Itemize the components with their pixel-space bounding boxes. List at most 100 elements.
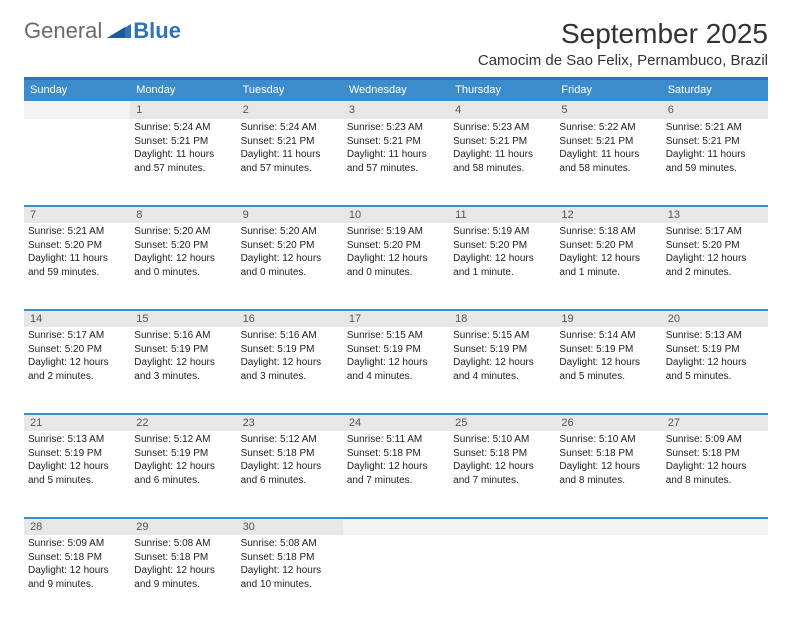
sunset-text: Sunset: 5:21 PM xyxy=(241,135,339,149)
daylight-text: Daylight: 12 hours and 2 minutes. xyxy=(28,356,126,383)
sunrise-text: Sunrise: 5:12 AM xyxy=(241,433,339,447)
daylight-text: Daylight: 11 hours and 57 minutes. xyxy=(347,148,445,175)
daylight-text: Daylight: 12 hours and 4 minutes. xyxy=(347,356,445,383)
calendar-cell: Sunrise: 5:24 AMSunset: 5:21 PMDaylight:… xyxy=(130,119,236,205)
sunset-text: Sunset: 5:19 PM xyxy=(666,343,764,357)
day-number: 11 xyxy=(449,205,555,223)
day-header: Thursday xyxy=(449,80,555,101)
day-header: Wednesday xyxy=(343,80,449,101)
sunrise-text: Sunrise: 5:24 AM xyxy=(134,121,232,135)
sunrise-text: Sunrise: 5:23 AM xyxy=(453,121,551,135)
calendar-cell xyxy=(662,535,768,621)
day-number xyxy=(24,101,130,119)
sunset-text: Sunset: 5:18 PM xyxy=(28,551,126,565)
sunset-text: Sunset: 5:19 PM xyxy=(134,447,232,461)
sunset-text: Sunset: 5:18 PM xyxy=(241,447,339,461)
daylight-text: Daylight: 12 hours and 5 minutes. xyxy=(559,356,657,383)
logo-text-blue: Blue xyxy=(133,18,181,44)
day-number: 3 xyxy=(343,101,449,119)
daylight-text: Daylight: 12 hours and 3 minutes. xyxy=(241,356,339,383)
daylight-text: Daylight: 12 hours and 8 minutes. xyxy=(666,460,764,487)
sunset-text: Sunset: 5:20 PM xyxy=(666,239,764,253)
day-header: Sunday xyxy=(24,80,130,101)
day-number: 24 xyxy=(343,413,449,431)
calendar-cell xyxy=(449,535,555,621)
daylight-text: Daylight: 11 hours and 58 minutes. xyxy=(559,148,657,175)
day-number: 26 xyxy=(555,413,661,431)
sunset-text: Sunset: 5:18 PM xyxy=(666,447,764,461)
calendar-cell: Sunrise: 5:21 AMSunset: 5:21 PMDaylight:… xyxy=(662,119,768,205)
day-number: 13 xyxy=(662,205,768,223)
daylight-text: Daylight: 11 hours and 57 minutes. xyxy=(241,148,339,175)
sunrise-text: Sunrise: 5:12 AM xyxy=(134,433,232,447)
day-number: 6 xyxy=(662,101,768,119)
day-number: 1 xyxy=(130,101,236,119)
calendar-cell: Sunrise: 5:16 AMSunset: 5:19 PMDaylight:… xyxy=(130,327,236,413)
sunrise-text: Sunrise: 5:21 AM xyxy=(666,121,764,135)
calendar-cell: Sunrise: 5:08 AMSunset: 5:18 PMDaylight:… xyxy=(130,535,236,621)
day-number: 25 xyxy=(449,413,555,431)
day-header: Friday xyxy=(555,80,661,101)
sunset-text: Sunset: 5:19 PM xyxy=(134,343,232,357)
day-number: 16 xyxy=(237,309,343,327)
sunrise-text: Sunrise: 5:16 AM xyxy=(241,329,339,343)
logo: General Blue xyxy=(24,18,181,44)
calendar-cell: Sunrise: 5:24 AMSunset: 5:21 PMDaylight:… xyxy=(237,119,343,205)
sunset-text: Sunset: 5:20 PM xyxy=(347,239,445,253)
sunrise-text: Sunrise: 5:10 AM xyxy=(559,433,657,447)
sunrise-text: Sunrise: 5:14 AM xyxy=(559,329,657,343)
sunset-text: Sunset: 5:18 PM xyxy=(134,551,232,565)
daylight-text: Daylight: 12 hours and 1 minute. xyxy=(453,252,551,279)
day-number: 5 xyxy=(555,101,661,119)
day-number: 29 xyxy=(130,517,236,535)
calendar-cell: Sunrise: 5:09 AMSunset: 5:18 PMDaylight:… xyxy=(24,535,130,621)
sunset-text: Sunset: 5:21 PM xyxy=(559,135,657,149)
sunrise-text: Sunrise: 5:13 AM xyxy=(666,329,764,343)
sunset-text: Sunset: 5:19 PM xyxy=(453,343,551,357)
sunset-text: Sunset: 5:18 PM xyxy=(347,447,445,461)
sunrise-text: Sunrise: 5:20 AM xyxy=(134,225,232,239)
calendar-cell: Sunrise: 5:21 AMSunset: 5:20 PMDaylight:… xyxy=(24,223,130,309)
calendar-cell: Sunrise: 5:19 AMSunset: 5:20 PMDaylight:… xyxy=(343,223,449,309)
daylight-text: Daylight: 12 hours and 0 minutes. xyxy=(134,252,232,279)
day-header: Monday xyxy=(130,80,236,101)
calendar-cell xyxy=(555,535,661,621)
sunset-text: Sunset: 5:20 PM xyxy=(241,239,339,253)
sunrise-text: Sunrise: 5:13 AM xyxy=(28,433,126,447)
daylight-text: Daylight: 12 hours and 10 minutes. xyxy=(241,564,339,591)
sunrise-text: Sunrise: 5:21 AM xyxy=(28,225,126,239)
day-number: 14 xyxy=(24,309,130,327)
title-block: September 2025 Camocim de Sao Felix, Per… xyxy=(478,18,768,69)
day-number: 30 xyxy=(237,517,343,535)
sunset-text: Sunset: 5:19 PM xyxy=(28,447,126,461)
sunset-text: Sunset: 5:19 PM xyxy=(559,343,657,357)
sunrise-text: Sunrise: 5:19 AM xyxy=(453,225,551,239)
daylight-text: Daylight: 12 hours and 0 minutes. xyxy=(347,252,445,279)
daylight-text: Daylight: 12 hours and 1 minute. xyxy=(559,252,657,279)
sunset-text: Sunset: 5:21 PM xyxy=(666,135,764,149)
sunrise-text: Sunrise: 5:09 AM xyxy=(28,537,126,551)
day-number: 7 xyxy=(24,205,130,223)
sunset-text: Sunset: 5:18 PM xyxy=(559,447,657,461)
calendar-cell: Sunrise: 5:22 AMSunset: 5:21 PMDaylight:… xyxy=(555,119,661,205)
day-number: 28 xyxy=(24,517,130,535)
calendar-cell: Sunrise: 5:11 AMSunset: 5:18 PMDaylight:… xyxy=(343,431,449,517)
sunrise-text: Sunrise: 5:08 AM xyxy=(241,537,339,551)
calendar-cell: Sunrise: 5:18 AMSunset: 5:20 PMDaylight:… xyxy=(555,223,661,309)
daylight-text: Daylight: 12 hours and 6 minutes. xyxy=(241,460,339,487)
sunrise-text: Sunrise: 5:08 AM xyxy=(134,537,232,551)
sunset-text: Sunset: 5:21 PM xyxy=(347,135,445,149)
day-number: 22 xyxy=(130,413,236,431)
daylight-text: Daylight: 12 hours and 2 minutes. xyxy=(666,252,764,279)
calendar-cell: Sunrise: 5:23 AMSunset: 5:21 PMDaylight:… xyxy=(343,119,449,205)
sunrise-text: Sunrise: 5:22 AM xyxy=(559,121,657,135)
day-header: Saturday xyxy=(662,80,768,101)
calendar-cell: Sunrise: 5:12 AMSunset: 5:19 PMDaylight:… xyxy=(130,431,236,517)
sunset-text: Sunset: 5:20 PM xyxy=(453,239,551,253)
sunrise-text: Sunrise: 5:17 AM xyxy=(666,225,764,239)
sunrise-text: Sunrise: 5:20 AM xyxy=(241,225,339,239)
day-header: Tuesday xyxy=(237,80,343,101)
logo-text-gray: General xyxy=(24,18,102,44)
calendar-cell: Sunrise: 5:10 AMSunset: 5:18 PMDaylight:… xyxy=(449,431,555,517)
day-number: 19 xyxy=(555,309,661,327)
